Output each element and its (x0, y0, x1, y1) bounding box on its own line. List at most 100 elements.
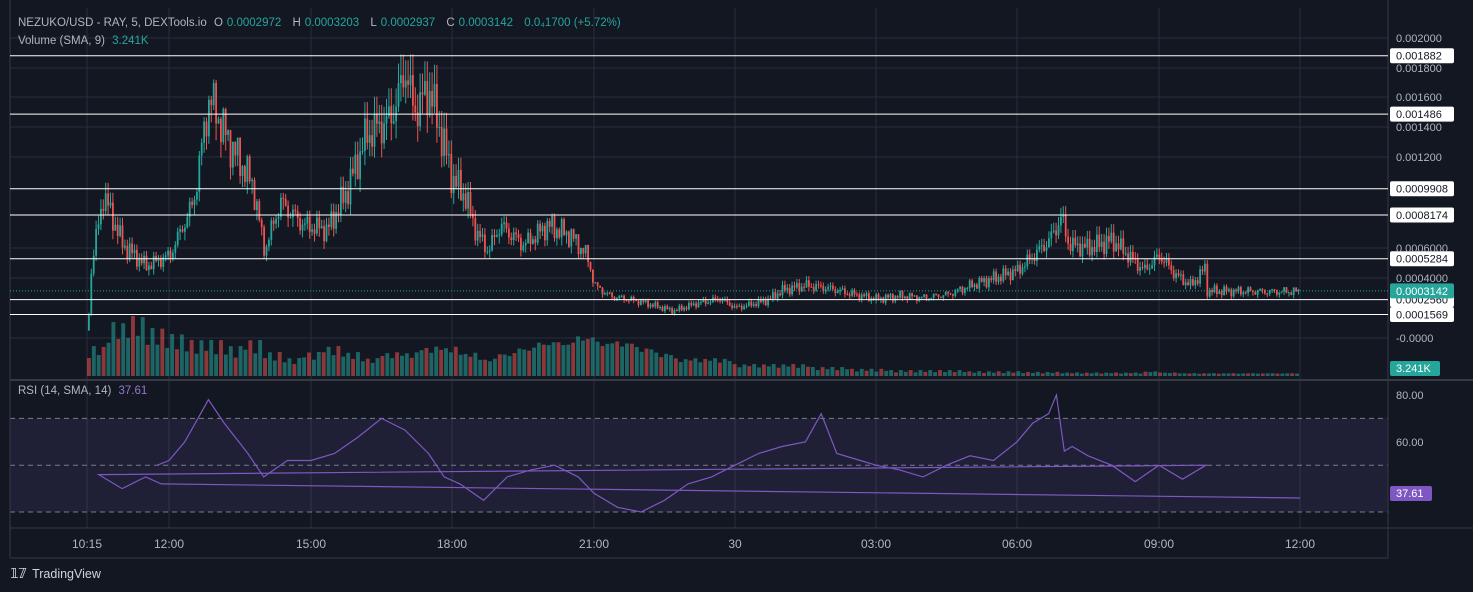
volume-bar (1060, 373, 1065, 376)
candle-body (248, 156, 251, 182)
volume-bar (1211, 373, 1216, 376)
candle-body (220, 118, 222, 143)
volume-bar (835, 370, 840, 376)
candle-body (788, 287, 791, 295)
candle-body (1271, 289, 1273, 291)
time-tick-label: 10:15 (72, 537, 102, 551)
candle-body (757, 299, 760, 307)
candle-body (940, 296, 942, 298)
volume-bar (1275, 373, 1280, 376)
volume-bar (742, 364, 747, 376)
volume-bar (1099, 373, 1104, 376)
volume-bar (346, 352, 351, 376)
candle-body (1069, 243, 1072, 252)
candle-body (875, 294, 877, 301)
volume-bar (683, 359, 688, 376)
candle-body (980, 278, 983, 282)
volume-label[interactable]: Volume (SMA, 9) (18, 35, 105, 47)
volume-bar (91, 346, 96, 376)
candle-body (906, 296, 909, 300)
volume-bar (1255, 373, 1260, 376)
candle-body (1076, 243, 1079, 246)
volume-bar (1040, 373, 1045, 376)
volume-bar (541, 344, 546, 376)
candle-body (611, 292, 613, 297)
volume-bar (933, 372, 938, 376)
candle-body (1292, 287, 1295, 296)
candle-body (853, 290, 856, 295)
candle-body (424, 81, 426, 95)
volume-bar (1065, 372, 1070, 376)
candle-body (978, 278, 981, 289)
price-axis-ticks: 0.002000 0.001800 0.001600 0.001400 0.001200… (1396, 33, 1448, 345)
candle-body (1120, 238, 1122, 250)
volume-bar (610, 343, 615, 376)
symbol-title[interactable]: NEZUKO/USD - RAY, 5, DEXTools.io (18, 17, 207, 29)
candle-body (515, 232, 517, 235)
time-tick-label: 30 (728, 537, 742, 551)
candle-body (344, 191, 347, 203)
volume-bar (1021, 373, 1026, 376)
candle-body (383, 123, 385, 144)
candle-body (1211, 290, 1213, 293)
candle-body (133, 249, 136, 254)
time-tick-label: 18:00 (437, 537, 467, 551)
candle-body (1117, 243, 1120, 250)
candle-body (1189, 279, 1192, 286)
candle-body (1194, 280, 1197, 286)
candle-body (275, 218, 277, 224)
volume-bar (796, 367, 801, 376)
candle-body (496, 235, 498, 237)
open-value: 0.0002972 (226, 17, 282, 29)
candle-body (421, 92, 424, 95)
volume-bar (634, 346, 639, 376)
candle-body (251, 179, 253, 182)
candle-body (721, 300, 724, 302)
volume-bar (404, 353, 409, 376)
candle-body (498, 234, 501, 236)
candle-body (152, 256, 155, 270)
volume-bar (791, 364, 796, 376)
volume-bar (620, 346, 625, 376)
volume-bar (111, 322, 116, 376)
volume-bar (1119, 373, 1123, 376)
volume-bar (194, 353, 199, 376)
candle-body (594, 282, 597, 284)
volume-bar (233, 357, 238, 376)
candle-body (728, 302, 731, 306)
candle-body (1057, 225, 1060, 236)
candle-body (824, 289, 827, 292)
candle-body (527, 232, 529, 244)
volume-bar (331, 355, 336, 376)
candle-body (620, 295, 623, 297)
candle-body (577, 234, 580, 255)
candle-body (203, 121, 205, 143)
candle-body (488, 250, 491, 252)
volume-bar (556, 342, 561, 376)
rsi-label[interactable]: RSI (14, SMA, 14) (18, 385, 112, 397)
candle-body (1021, 267, 1024, 274)
candle-body (1172, 270, 1175, 279)
footer-branding[interactable]: 𝟙𝟟 TradingView (10, 566, 101, 582)
candle-body (385, 116, 388, 124)
candle-body (414, 105, 417, 113)
candle-body (1112, 232, 1115, 252)
volume-bar (1070, 373, 1075, 376)
candle-body (162, 257, 165, 267)
candle-body (1012, 269, 1014, 281)
candle-body (884, 294, 887, 303)
volume-bar (243, 349, 248, 376)
volume-bar (830, 367, 835, 376)
candle-body (551, 215, 553, 227)
horizontal-line-label-box (1390, 207, 1454, 223)
candle-body (1196, 280, 1199, 284)
candle-body (481, 234, 484, 237)
horizontal-lines: 0.001882 0.001486 0.0009908 0.0008174 0.0005… (10, 48, 1454, 322)
candle-body (1084, 243, 1086, 248)
candle-body (1024, 266, 1026, 268)
candle-body (95, 228, 97, 256)
volume-bar (766, 366, 771, 376)
volume-bar (561, 345, 566, 376)
candle-body (184, 227, 186, 232)
candle-body (1283, 287, 1285, 292)
